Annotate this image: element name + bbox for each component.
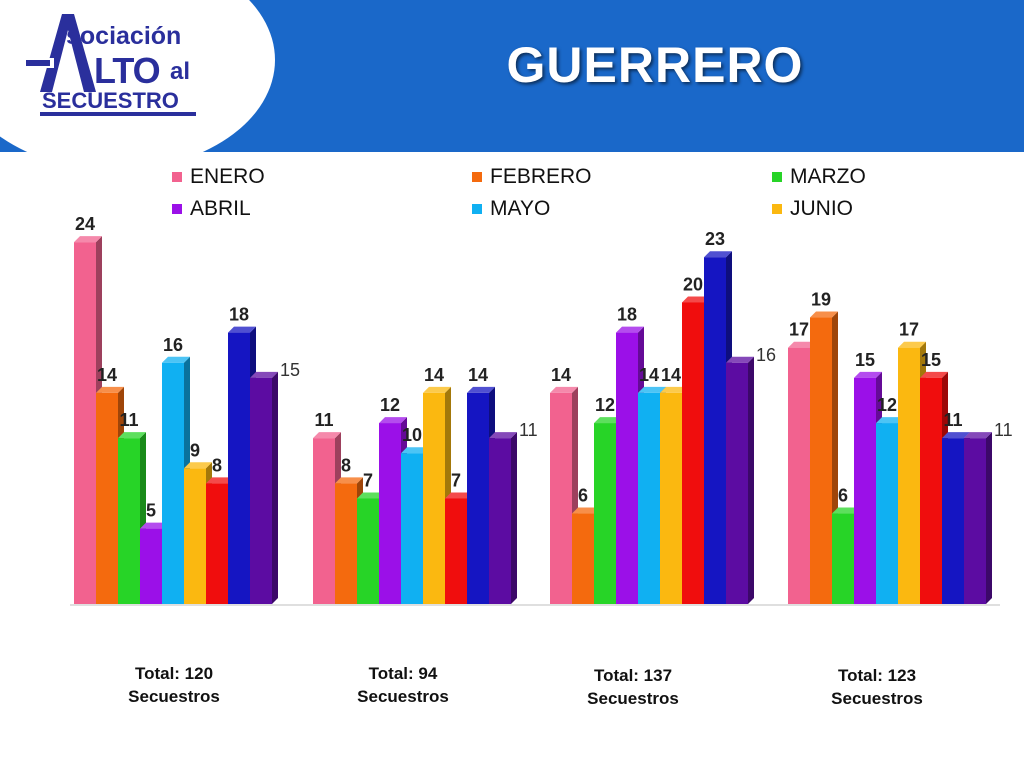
value-label-2014-1: 6: [578, 486, 588, 506]
total-2012: Total: 120 Secuestros: [94, 662, 254, 708]
total-2015-sub: Secuestros: [831, 689, 923, 708]
value-label-2015-3: 15: [855, 350, 875, 370]
value-label-2013-0: 11: [314, 410, 333, 430]
value-label-2013-7: 14: [468, 365, 488, 385]
value-label-2015-7: 11: [943, 410, 962, 430]
value-label-2012-3: 5: [146, 501, 156, 521]
legend-label-mayo: MAYO: [490, 197, 550, 220]
value-label-2012-5: 9: [190, 440, 200, 460]
bar-2013-8: [489, 432, 517, 604]
legend-label-enero: ENERO: [190, 165, 265, 188]
header-banner: sociación LTO al SECUESTRO GUERRERO: [0, 0, 1024, 152]
bar-chart: ENERO FEBRERO MARZO ABRIL MAYO JUNIO 24 14 11 5 16…: [70, 165, 1013, 606]
value-label-2013-3: 12: [380, 395, 400, 415]
value-label-2014-8: 16: [756, 345, 776, 365]
value-label-2015-0: 17: [789, 320, 809, 340]
value-label-2013-2: 7: [363, 470, 373, 490]
value-label-2015-2: 6: [838, 486, 848, 506]
value-label-2012-0: 24: [75, 214, 95, 234]
value-label-2012-7: 18: [229, 305, 249, 325]
value-label-2012-2: 11: [119, 410, 138, 430]
legend-swatch-abril: [172, 204, 182, 214]
value-label-2015-5: 17: [899, 320, 919, 340]
total-2013-label: Total: 94: [368, 664, 438, 683]
value-label-2013-8: 11: [519, 420, 538, 440]
logo-word-secuestro: SECUESTRO: [42, 88, 179, 113]
value-label-2014-5: 14: [661, 365, 681, 385]
value-label-2014-0: 14: [551, 365, 571, 385]
value-label-2015-4: 12: [877, 395, 897, 415]
logo-shape: [22, 14, 196, 116]
value-label-2012-4: 16: [163, 335, 183, 355]
total-2014: Total: 137 Secuestros: [553, 664, 713, 710]
page-title: GUERRERO: [506, 37, 804, 93]
bar-2012-8: [250, 371, 278, 604]
total-2012-sub: Secuestros: [128, 687, 220, 706]
legend-label-abril: ABRIL: [190, 197, 251, 220]
value-label-2012-8: 15: [280, 360, 300, 380]
value-label-2013-1: 8: [341, 455, 351, 475]
value-label-2012-6: 8: [212, 455, 222, 475]
value-label-2014-7: 23: [705, 229, 725, 249]
total-2014-sub: Secuestros: [587, 689, 679, 708]
legend-swatch-mayo: [472, 204, 482, 214]
value-label-2014-4: 14: [639, 365, 659, 385]
logo-word-lto: LTO: [94, 50, 161, 91]
value-label-2015-6: 15: [921, 350, 941, 370]
value-label-2015-8: 11: [994, 420, 1013, 440]
value-label-2014-2: 12: [595, 395, 615, 415]
total-2015-label: Total: 123: [837, 666, 917, 685]
logo: sociación LTO al SECUESTRO: [22, 8, 202, 124]
value-label-2013-5: 14: [424, 365, 444, 385]
legend-swatch-enero: [172, 172, 182, 182]
total-2013-sub: Secuestros: [357, 687, 449, 706]
value-label-2013-4: 10: [402, 425, 422, 445]
value-label-2015-1: 19: [811, 290, 831, 310]
value-label-2014-3: 18: [617, 305, 637, 325]
bar-2014-8: [726, 356, 754, 604]
value-label-2012-1: 14: [97, 365, 117, 385]
value-label-2014-6: 20: [683, 274, 703, 294]
value-label-2013-6: 7: [451, 470, 461, 490]
legend-swatch-febrero: [472, 172, 482, 182]
legend-label-febrero: FEBRERO: [490, 165, 592, 188]
logo-word-al: al: [170, 58, 191, 85]
total-2015: Total: 123 Secuestros: [797, 664, 957, 710]
bar-2015-8: [964, 432, 992, 604]
legend-swatch-marzo: [772, 172, 782, 182]
total-2012-label: Total: 120: [134, 664, 214, 683]
legend-label-marzo: MARZO: [790, 165, 866, 188]
legend-label-junio: JUNIO: [790, 197, 853, 220]
total-2013: Total: 94 Secuestros: [323, 662, 483, 708]
logo-word-sociacion: sociación: [66, 22, 182, 50]
total-2014-label: Total: 137: [593, 666, 673, 685]
legend-swatch-junio: [772, 204, 782, 214]
